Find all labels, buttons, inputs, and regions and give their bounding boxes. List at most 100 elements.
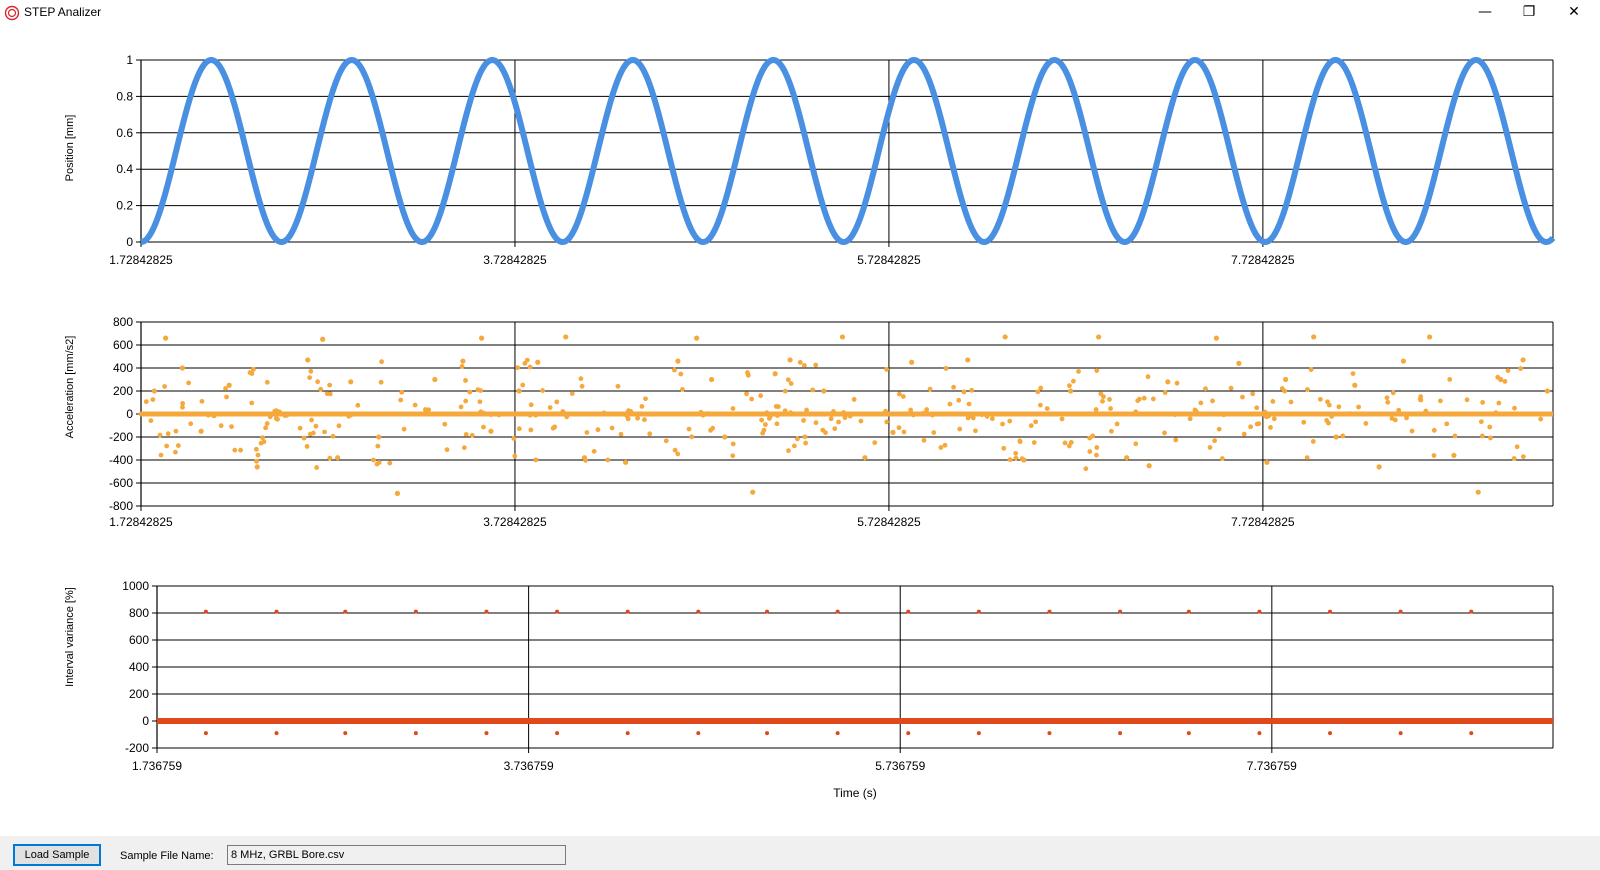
- interval-low-point: [1047, 731, 1052, 736]
- acceleration-point: [226, 382, 232, 388]
- acceleration-point: [813, 362, 819, 368]
- acceleration-point: [264, 421, 270, 426]
- interval-outlier-point: [1469, 609, 1474, 614]
- acceleration-point: [278, 411, 284, 416]
- acceleration-point: [289, 411, 295, 417]
- acceleration-point: [1452, 433, 1458, 439]
- load-sample-button[interactable]: Load Sample: [13, 844, 101, 866]
- acceleration-point: [1133, 409, 1139, 415]
- int-ytick-label: 1000: [122, 579, 149, 593]
- acceleration-point: [1067, 388, 1074, 394]
- acceleration-point: [273, 416, 279, 421]
- charts-canvas: 1 0.8 0.6 0.4 0.2 0 1.72842825 3.72842825 5.728…: [64, 53, 1556, 800]
- acceleration-series: [138, 334, 1553, 496]
- acceleration-point: [907, 411, 913, 417]
- acceleration-point: [315, 379, 321, 385]
- acceleration-point: [1262, 409, 1268, 415]
- acceleration-point: [1107, 397, 1112, 402]
- acceleration-point: [458, 404, 464, 410]
- acceleration-point: [374, 461, 380, 467]
- acceleration-point: [467, 389, 473, 395]
- interval-outlier-point: [1118, 609, 1123, 614]
- acceleration-point: [579, 383, 585, 389]
- acceleration-point: [1505, 368, 1511, 373]
- acceleration-point: [1219, 456, 1225, 461]
- acceleration-point: [324, 391, 330, 397]
- acceleration-point: [966, 401, 972, 407]
- maximize-button[interactable]: ❐: [1522, 4, 1536, 20]
- int-xtick-label: 7.736759: [1247, 759, 1297, 773]
- acceleration-point: [1000, 421, 1005, 427]
- interval-outlier-point: [274, 609, 279, 614]
- acceleration-point: [759, 417, 765, 423]
- acceleration-point: [533, 412, 539, 418]
- acceleration-point: [601, 410, 607, 416]
- position-line: [138, 57, 1556, 245]
- interval-low-point: [484, 731, 489, 736]
- sample-file-name-field[interactable]: [227, 845, 566, 865]
- acceleration-point: [618, 431, 624, 437]
- acceleration-point: [1418, 394, 1424, 400]
- title-bar: STEP Analizer — ❐ ✕: [0, 0, 1600, 26]
- acceleration-point: [162, 384, 168, 389]
- acceleration-y-label: Acceleration [mm/s2]: [64, 336, 76, 439]
- acceleration-point: [938, 445, 944, 450]
- acceleration-point: [642, 417, 647, 423]
- window-title: STEP Analizer: [24, 5, 102, 19]
- acceleration-point: [1240, 394, 1245, 400]
- acceleration-point: [247, 370, 253, 375]
- acceleration-point: [851, 397, 857, 402]
- acceleration-point: [929, 412, 935, 418]
- acceleration-point: [1390, 390, 1396, 396]
- interval-outlier-point: [1186, 609, 1191, 614]
- acceleration-point: [533, 457, 539, 463]
- minimize-button[interactable]: —: [1478, 4, 1492, 20]
- acceleration-point: [173, 449, 178, 455]
- int-ytick-label: 400: [129, 660, 149, 674]
- acceleration-point: [1013, 450, 1019, 456]
- bottom-toolbar: Load Sample Sample File Name:: [0, 836, 1600, 870]
- acceleration-point: [1493, 410, 1499, 416]
- close-button[interactable]: ✕: [1568, 4, 1580, 20]
- acceleration-point: [730, 453, 736, 459]
- acceleration-point: [1310, 439, 1316, 444]
- acceleration-point: [773, 404, 779, 409]
- acceleration-point: [444, 447, 450, 453]
- acc-xtick-label: 3.72842825: [483, 515, 547, 529]
- acceleration-point: [1108, 428, 1114, 434]
- app-logo-icon: [4, 5, 20, 21]
- acceleration-point: [1512, 405, 1517, 411]
- acceleration-point: [1431, 427, 1437, 433]
- pos-ytick-label: 0.6: [116, 126, 133, 140]
- acceleration-point: [1210, 398, 1215, 404]
- acceleration-point: [254, 464, 260, 470]
- acceleration-point: [744, 391, 749, 397]
- acceleration-point: [198, 428, 204, 434]
- acc-ytick-label: -200: [109, 430, 133, 444]
- interval-outlier-point: [413, 609, 418, 614]
- acceleration-point: [301, 435, 307, 441]
- acceleration-point: [232, 447, 238, 453]
- acceleration-point: [157, 432, 163, 438]
- acceleration-point: [911, 412, 916, 418]
- acceleration-point: [1518, 366, 1524, 371]
- interval-outlier-point: [484, 609, 489, 614]
- acceleration-point: [678, 371, 684, 377]
- acceleration-point: [151, 388, 157, 394]
- acceleration-point: [336, 423, 342, 429]
- acceleration-point: [797, 359, 803, 365]
- interval-x-label: Time (s): [833, 786, 877, 800]
- acceleration-point: [1514, 444, 1520, 450]
- interval-outlier-point: [1398, 609, 1403, 614]
- int-ytick-label: -200: [125, 741, 149, 755]
- acceleration-point: [635, 415, 640, 421]
- acceleration-point: [1059, 416, 1065, 422]
- acceleration-point: [605, 457, 611, 463]
- acceleration-point: [943, 366, 949, 371]
- acceleration-point: [675, 358, 681, 364]
- interval-outlier-point: [696, 609, 701, 614]
- acceleration-point: [260, 435, 266, 441]
- acceleration-point: [957, 426, 963, 432]
- acceleration-point: [1250, 391, 1256, 397]
- acceleration-point: [1049, 411, 1055, 417]
